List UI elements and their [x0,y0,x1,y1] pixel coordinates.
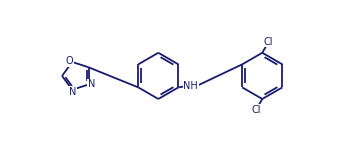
Text: O: O [65,56,73,66]
Text: Cl: Cl [264,37,273,47]
Text: N: N [69,87,76,97]
Text: NH: NH [183,81,198,91]
Text: Cl: Cl [251,105,261,115]
Text: N: N [88,79,95,90]
